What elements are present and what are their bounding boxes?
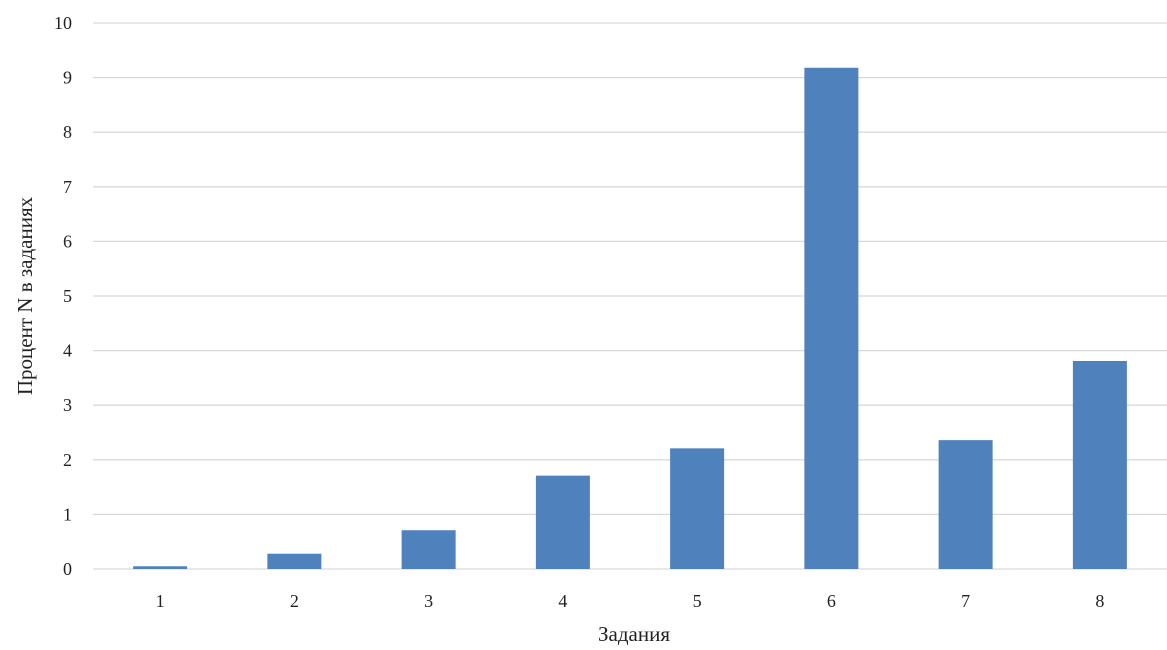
bar-1 [133, 566, 188, 569]
x-tick-label: 3 [424, 591, 433, 611]
x-tick-label: 4 [558, 591, 567, 611]
bar-7 [938, 440, 993, 569]
bar-2 [267, 553, 322, 569]
bar-3 [401, 530, 456, 569]
y-tick-label: 6 [63, 231, 72, 251]
y-tick-label: 7 [63, 177, 72, 197]
bar-6 [804, 67, 859, 569]
x-tick-labels: 1 2 3 4 5 6 7 8 [156, 591, 1105, 611]
bar-4 [535, 475, 590, 569]
y-tick-labels: 0 1 2 3 4 5 6 7 8 9 10 [54, 13, 72, 579]
y-tick-label: 2 [63, 450, 72, 470]
x-tick-label: 2 [290, 591, 299, 611]
y-tick-label: 10 [54, 13, 72, 33]
bar-8 [1072, 360, 1127, 569]
gridlines [93, 22, 1167, 570]
x-axis-title: Задания [598, 622, 670, 646]
bar-5 [670, 448, 725, 569]
y-tick-label: 4 [63, 341, 72, 361]
x-tick-label: 5 [693, 591, 702, 611]
y-axis-title: Процент N в заданиях [13, 196, 37, 395]
x-tick-label: 6 [827, 591, 836, 611]
y-tick-label: 9 [63, 68, 72, 88]
x-tick-label: 7 [961, 591, 970, 611]
x-tick-label: 1 [156, 591, 165, 611]
bars [133, 67, 1127, 569]
y-tick-label: 5 [63, 286, 72, 306]
y-tick-label: 1 [63, 504, 72, 524]
y-tick-label: 8 [63, 122, 72, 142]
y-tick-label: 3 [63, 395, 72, 415]
x-tick-label: 8 [1095, 591, 1104, 611]
y-tick-label: 0 [63, 559, 72, 579]
